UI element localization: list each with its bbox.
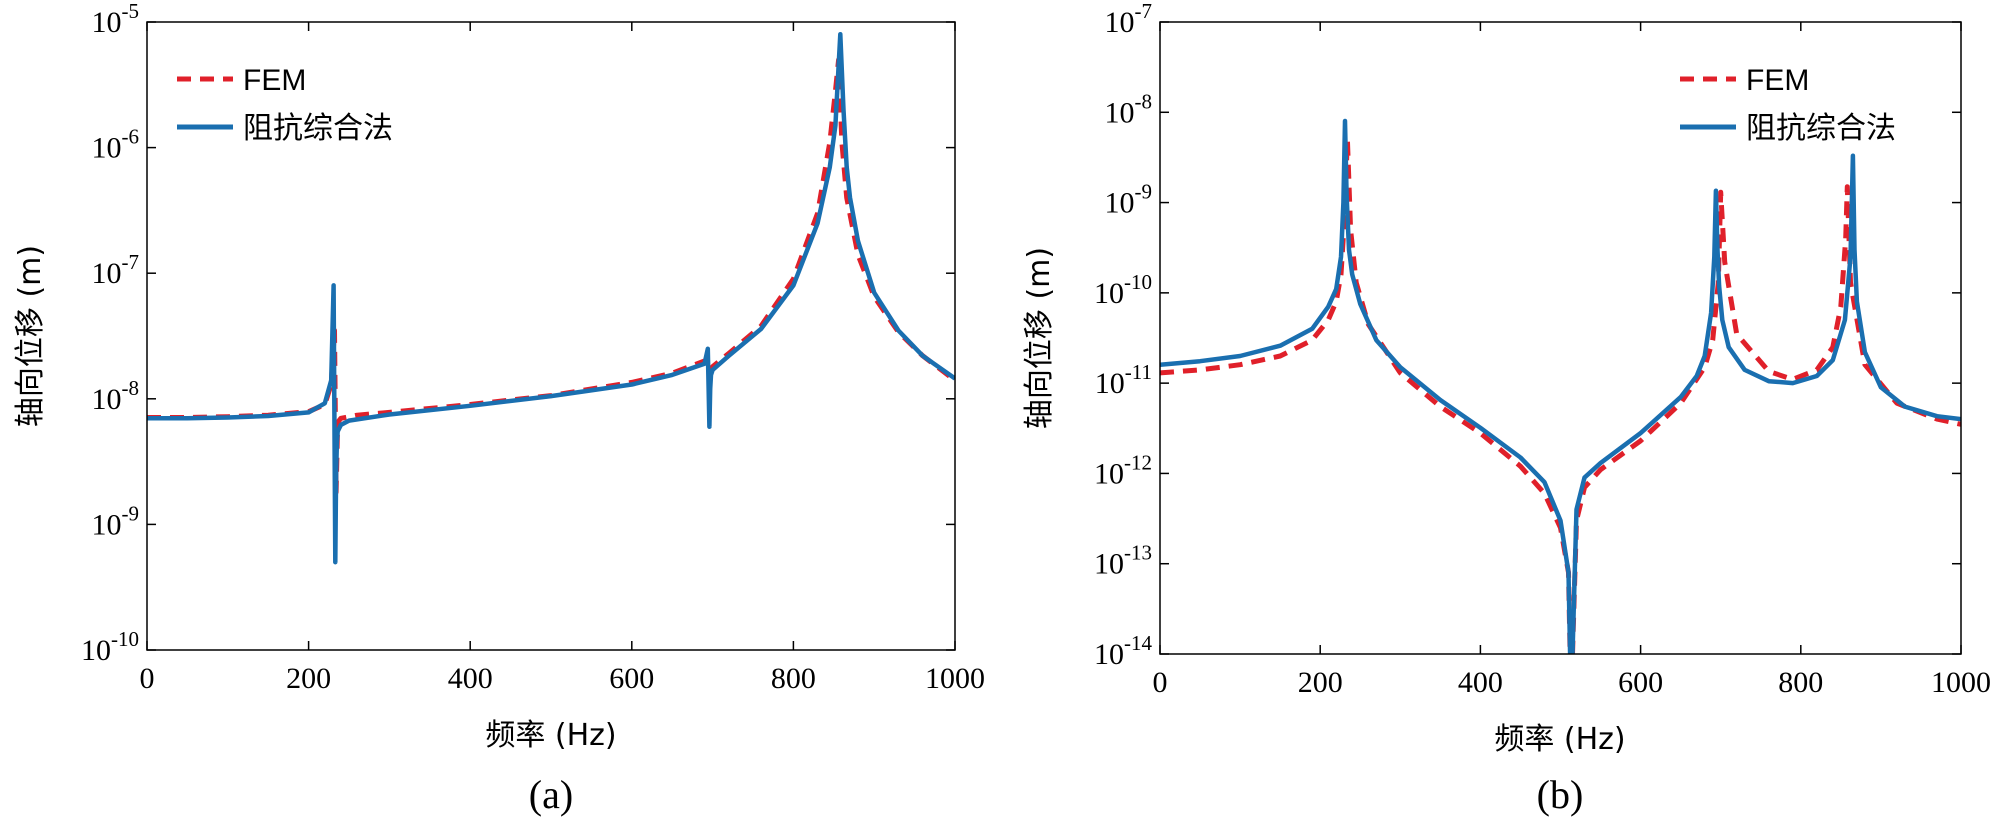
panel-a-legend: FEM 阻抗综合法 xyxy=(177,64,393,145)
panel-b-y-tick-label: 10-8 xyxy=(1105,89,1153,129)
panel-a-y-tick-label: 10-9 xyxy=(92,501,140,541)
panel-a-x-tick-label: 800 xyxy=(771,662,816,695)
panel-b-y-tick-label: 10-14 xyxy=(1094,631,1152,671)
panel-a-y-tick-label: 10-7 xyxy=(92,250,140,290)
panel-a-x-tick-label: 400 xyxy=(448,662,493,695)
panel-b-y-tick-label: 10-7 xyxy=(1105,0,1153,39)
panel-b-x-tick-label: 800 xyxy=(1778,666,1823,699)
chart-panel-a: 0 200 400 600 800 1000 10-1010-910-810-710-61… xyxy=(13,0,985,817)
panel-b-y-tick-label: 10-12 xyxy=(1094,450,1152,490)
panel-b-y-axis-label: 轴向位移 (m) xyxy=(1022,247,1057,429)
panel-a-legend-label-impedance: 阻抗综合法 xyxy=(243,112,393,145)
panel-a-y-tick-label: 10-10 xyxy=(81,627,139,667)
panel-b-legend-label-impedance: 阻抗综合法 xyxy=(1746,112,1896,145)
panel-a-legend-label-fem: FEM xyxy=(243,64,306,97)
panel-b-curves xyxy=(1160,118,1961,654)
panel-b-y-tick-label: 10-11 xyxy=(1095,360,1152,400)
panel-b-y-tick-label: 10-10 xyxy=(1094,270,1152,310)
panel-b-legend: FEM 阻抗综合法 xyxy=(1680,64,1896,145)
panel-b-x-ticks: 0 200 400 600 800 1000 xyxy=(1153,22,1991,699)
panel-b-x-tick-label: 400 xyxy=(1458,666,1503,699)
chart-panel-b: 0 200 400 600 800 1000 10-1410-1310-1210-1110… xyxy=(1022,0,1991,817)
panel-a-caption: (a) xyxy=(529,772,573,817)
panel-b-x-tick-label: 600 xyxy=(1618,666,1663,699)
panel-a-y-tick-label: 10-8 xyxy=(92,376,140,416)
panel-b-series-impedance-line xyxy=(1160,118,1961,654)
panel-b-caption: (b) xyxy=(1537,772,1584,817)
panel-b-y-tick-label: 10-13 xyxy=(1094,541,1152,581)
panel-a-y-axis-label: 轴向位移 (m) xyxy=(13,245,48,427)
panel-a-x-tick-label: 0 xyxy=(140,662,155,695)
panel-a-x-tick-label: 600 xyxy=(609,662,654,695)
panel-b-x-tick-label: 200 xyxy=(1298,666,1343,699)
panel-b-series-fem-line xyxy=(1160,137,1961,654)
panel-a-y-ticks: 10-10 10-9 10-8 10-7 10-6 10-5 xyxy=(81,0,955,667)
panel-b-legend-label-fem: FEM xyxy=(1746,64,1809,97)
panel-b-y-tick-label: 10-9 xyxy=(1105,180,1153,220)
panel-b-x-tick-label: 1000 xyxy=(1931,666,1991,699)
panel-b-x-tick-label: 0 xyxy=(1153,666,1168,699)
panel-a-y-tick-label: 10-5 xyxy=(92,0,140,39)
panel-a-x-ticks: 0 200 400 600 800 1000 xyxy=(140,22,985,695)
panel-a-x-tick-label: 200 xyxy=(286,662,331,695)
panel-a-x-tick-label: 1000 xyxy=(925,662,985,695)
panel-b-y-ticks: 10-14 10-13 10-12 10-11 10-10 10-9 10-8 10-7 xyxy=(1094,0,1961,671)
panel-a-x-axis-label: 频率 (Hz) xyxy=(485,718,616,753)
panel-b-axes-frame xyxy=(1159,21,1962,655)
panel-a-curves xyxy=(147,31,955,565)
panel-b-x-axis-label: 频率 (Hz) xyxy=(1494,722,1625,757)
panel-a-y-tick-label: 10-6 xyxy=(92,125,140,165)
panel-a-series-impedance-line xyxy=(147,31,955,565)
panel-a-axes-frame xyxy=(146,21,956,651)
